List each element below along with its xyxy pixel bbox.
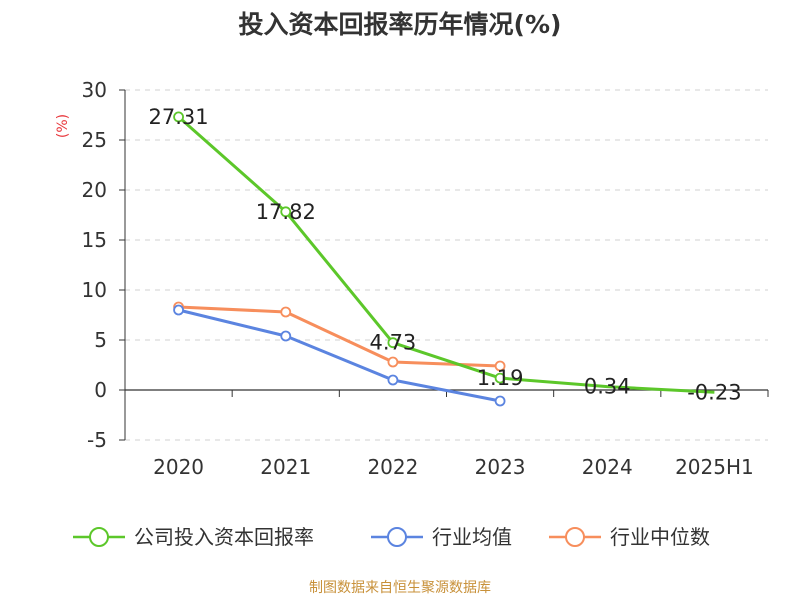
y-tick-label: 0 (94, 378, 107, 402)
legend-marker (565, 527, 585, 547)
data-label: 0.34 (584, 375, 631, 399)
data-point (494, 360, 506, 372)
legend-marker (387, 527, 407, 547)
source-note: 制图数据来自恒生聚源数据库 (309, 580, 491, 596)
y-tick-label: 15 (82, 228, 107, 252)
data-point (280, 330, 292, 342)
series-layer (173, 111, 715, 407)
data-point (494, 372, 506, 384)
y-tick-label: 10 (82, 278, 107, 302)
y-tick-label: -5 (87, 428, 107, 452)
series-line (178, 305, 501, 368)
legend-label: 公司投入资本回报率 (134, 525, 314, 549)
data-label: 27.31 (149, 105, 209, 129)
x-tick-label: 2023 (475, 455, 526, 479)
y-axis-label: (%) (55, 114, 71, 138)
legend-item[interactable]: 公司投入资本回报率 (73, 525, 314, 549)
x-tick-label: 2021 (260, 455, 311, 479)
y-tick-label: 5 (94, 328, 107, 352)
axes: 30 25 20 15 10 5 0 -5 2020 2021 2022 2023 2024 2025H1 (82, 78, 769, 479)
data-label: 4.73 (370, 331, 417, 355)
data-point (280, 306, 292, 318)
grid-lines (125, 89, 768, 441)
data-point (173, 111, 184, 123)
data-label: 17.82 (256, 200, 316, 224)
data-label: 1.19 (477, 366, 524, 390)
data-point (387, 356, 399, 368)
legend-item[interactable]: 行业均值 (371, 525, 512, 549)
data-labels: 27.31 17.82 4.73 1.19 0.34 -0.23 (149, 105, 742, 404)
legend[interactable]: 公司投入资本回报率 行业均值 行业中位数 (73, 525, 710, 549)
data-point (280, 206, 292, 218)
x-tick-label: 2025H1 (675, 455, 754, 479)
x-tick-label: 2022 (367, 455, 418, 479)
series-line (177, 115, 715, 394)
legend-label: 行业均值 (432, 525, 512, 549)
data-point (387, 337, 399, 349)
x-tick-label: 2020 (153, 455, 204, 479)
y-tick-label: 25 (82, 128, 107, 152)
y-tick-label: 30 (82, 78, 107, 102)
data-point (494, 395, 506, 407)
x-tick-label: 2024 (582, 455, 633, 479)
data-label: -0.23 (687, 380, 741, 404)
legend-label: 行业中位数 (610, 525, 710, 549)
chart-title: 投入资本回报率历年情况(%) (239, 10, 562, 39)
series-line (178, 308, 501, 403)
data-point (173, 304, 184, 316)
y-tick-label: 20 (82, 178, 107, 202)
legend-marker (89, 527, 109, 547)
data-point (387, 374, 399, 386)
legend-item[interactable]: 行业中位数 (549, 525, 710, 549)
